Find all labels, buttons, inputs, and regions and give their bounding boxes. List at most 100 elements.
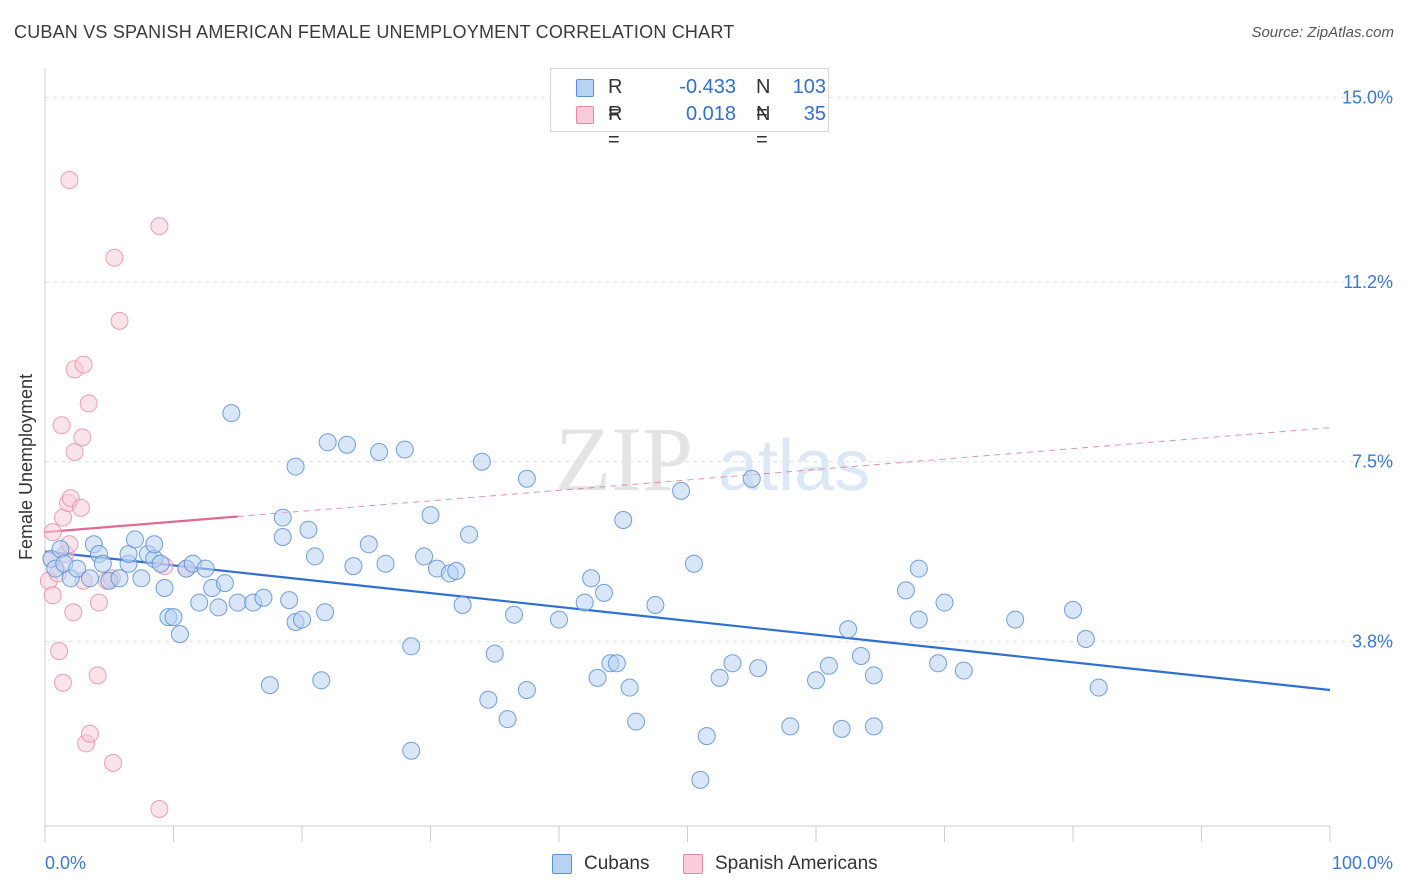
- cuban-point: [402, 637, 421, 656]
- cuban-point: [228, 593, 247, 612]
- cuban-point: [1089, 678, 1108, 697]
- cuban-point: [550, 610, 568, 629]
- cuban-point: [190, 593, 209, 612]
- spanish-trend-line-solid: [44, 515, 238, 534]
- cuban-point: [485, 644, 504, 663]
- y-tick-label: 11.2%: [1343, 272, 1393, 292]
- cuban-point: [260, 676, 279, 695]
- cuban-point: [164, 608, 183, 627]
- y-tick-label: 15.0%: [1342, 87, 1393, 107]
- cuban-point: [498, 710, 517, 729]
- cuban-point: [832, 719, 851, 738]
- cuban-point: [312, 671, 331, 690]
- y-tick-label: 7.5%: [1352, 452, 1393, 472]
- cubans-trend-line: [44, 550, 1331, 692]
- cuban-point: [896, 581, 915, 600]
- cuban-point: [110, 569, 129, 588]
- cuban-point: [935, 593, 954, 612]
- spanish-american-point: [150, 800, 169, 818]
- cuban-point: [453, 596, 472, 614]
- cuban-point: [337, 435, 356, 454]
- spanish-american-point: [104, 753, 123, 772]
- cuban-point: [582, 569, 601, 588]
- cuban-point: [607, 654, 626, 673]
- cuban-point: [170, 625, 189, 644]
- cuban-point: [273, 508, 292, 527]
- cuban-point: [395, 440, 414, 459]
- n-value: 103: [792, 76, 826, 98]
- cuban-point: [864, 666, 883, 685]
- cuban-point: [819, 656, 838, 675]
- cuban-point: [505, 605, 524, 624]
- cuban-point: [594, 583, 613, 602]
- spanish-american-point: [150, 217, 169, 236]
- cuban-point: [273, 528, 292, 546]
- legend-item-cubans[interactable]: Cubans: [552, 852, 682, 876]
- spanish-american-point: [74, 355, 93, 374]
- cuban-point: [672, 481, 691, 500]
- spanish-american-point: [110, 311, 129, 330]
- cuban-point: [620, 678, 639, 697]
- cuban-point: [588, 668, 607, 687]
- r-label: R =: [608, 76, 623, 124]
- cuban-point: [293, 610, 311, 629]
- x-tick-label: 0.0%: [45, 853, 86, 873]
- cuban-point: [627, 712, 646, 731]
- cuban-point: [80, 569, 99, 588]
- cuban-point: [710, 668, 729, 687]
- cuban-point: [421, 506, 440, 525]
- cuban-point: [781, 717, 800, 736]
- watermark-zip: ZIP: [555, 408, 693, 510]
- cuban-point: [68, 559, 87, 578]
- x-tick-label: 100.0%: [1332, 853, 1393, 873]
- cuban-point: [697, 727, 716, 746]
- n-value: 35: [803, 103, 826, 125]
- legend-item-spanish-americans[interactable]: Spanish Americans: [683, 852, 903, 876]
- cuban-point: [460, 525, 479, 544]
- cuban-point: [286, 457, 305, 476]
- spanish-american-point: [89, 593, 108, 612]
- cuban-point: [125, 530, 144, 549]
- cuban-point: [929, 654, 948, 673]
- n-label: N =: [756, 103, 771, 151]
- cuban-point: [839, 620, 858, 639]
- cuban-point: [132, 569, 151, 588]
- cuban-point: [575, 593, 594, 612]
- spanish-swatch: [576, 106, 594, 124]
- cuban-point: [215, 574, 234, 593]
- cuban-point: [807, 671, 825, 690]
- cuban-point: [517, 681, 536, 699]
- cuban-point: [646, 596, 665, 614]
- cuban-point: [1076, 630, 1095, 648]
- cuban-point: [305, 547, 324, 566]
- source-label: Source: ZipAtlas.com: [1251, 24, 1394, 41]
- cuban-point: [1064, 600, 1082, 619]
- cubans-swatch: [576, 79, 594, 97]
- cuban-point: [254, 588, 273, 607]
- spanish-american-point: [73, 428, 92, 447]
- cuban-point: [614, 511, 633, 529]
- cubans-legend-label: Cubans: [584, 853, 650, 874]
- spanish-american-point: [65, 443, 84, 461]
- n-label: N =: [756, 76, 771, 124]
- spanish-american-point: [64, 603, 83, 622]
- spanish-american-point: [71, 498, 90, 517]
- cuban-point: [472, 452, 491, 471]
- cuban-point: [209, 598, 228, 617]
- r-value: 0.018: [685, 103, 736, 125]
- y-axis-label: Female Unemployment: [16, 373, 36, 560]
- spanish-american-point: [43, 523, 62, 542]
- spanish-american-point: [53, 673, 72, 692]
- cuban-point: [376, 554, 395, 573]
- cuban-point: [155, 579, 174, 597]
- cuban-point: [909, 559, 928, 578]
- cuban-point: [370, 443, 389, 461]
- cuban-point: [954, 661, 973, 680]
- cuban-point: [447, 562, 466, 580]
- r-value: -0.433: [679, 76, 736, 98]
- cuban-point: [93, 554, 112, 573]
- spanish-legend-swatch: [683, 854, 703, 874]
- cuban-point: [151, 554, 170, 573]
- cuban-point: [864, 717, 883, 736]
